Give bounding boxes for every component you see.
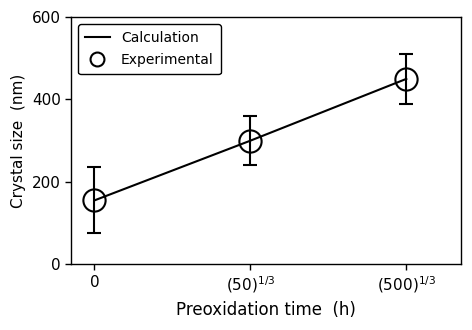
Y-axis label: Crystal size  (nm): Crystal size (nm): [11, 74, 26, 208]
Legend: Calculation, Experimental: Calculation, Experimental: [78, 24, 221, 74]
X-axis label: Preoxidation time  (h): Preoxidation time (h): [176, 301, 356, 319]
